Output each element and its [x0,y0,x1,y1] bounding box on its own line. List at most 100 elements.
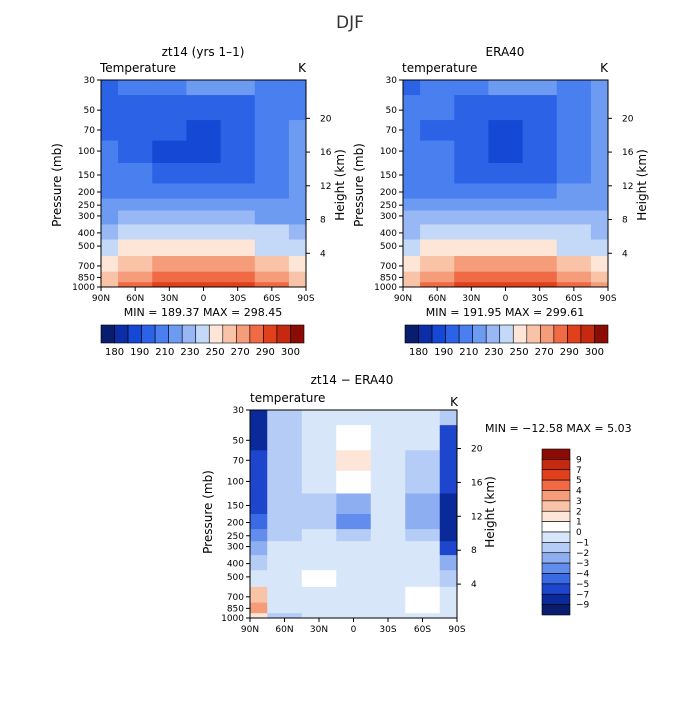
model-cell-11-1 [118,271,153,283]
obs-cell-9-4 [522,239,558,257]
diff-cell-1-6 [439,425,458,451]
obs-xtick-label: 30S [531,294,548,304]
obs-cell-8-1 [420,224,455,240]
model-cell-2-1 [118,120,153,142]
obs-ytick-label: 850 [380,273,397,283]
colorbar-diff-label: 9 [576,455,582,465]
colorbar-obs-label: 250 [510,347,529,358]
obs-cell-1-2 [454,95,489,121]
model-htick-label: 12 [320,182,331,192]
colorbar-obs-label: 180 [409,347,428,358]
diff-cell-2-4 [370,450,406,472]
obs-cell-2-3 [488,120,524,142]
diff-xtick-label: 90N [241,625,259,635]
diff-cell-0-0 [250,410,268,426]
colorbar-obs-swatch [472,324,487,344]
diff-cell-6-5 [405,529,441,542]
obs-cell-8-4 [522,224,558,240]
diff-xtick-label: 30N [310,625,328,635]
diff-cell-10-0 [250,586,268,604]
diff-cell-12-4 [370,613,406,619]
model-cell-0-1 [118,80,153,96]
obs-cell-7-1 [420,210,455,225]
model-cell-0-5 [254,80,290,96]
colorbar-diff-label: −7 [576,590,589,600]
model-cell-2-2 [152,120,187,142]
panel-diff-ylabel-left: Pressure (mb) [201,470,215,554]
model-htick-label: 8 [320,216,326,226]
model-cell-4-0 [101,163,119,184]
model-cell-3-3 [186,140,222,164]
obs-ytick-label: 250 [380,201,397,211]
model-cell-5-0 [101,183,119,200]
model-cell-10-5 [254,256,290,273]
main-title: DJF [336,13,364,33]
obs-cell-11-6 [590,271,609,283]
diff-cell-6-2 [301,529,337,542]
diff-cell-2-5 [405,450,441,472]
diff-htick-label: 8 [471,546,477,556]
colorbar-model-label: 270 [231,347,250,358]
model-ytick-label: 200 [78,188,95,198]
obs-cell-12-5 [556,282,592,288]
diff-cell-9-4 [370,570,406,588]
diff-cell-8-2 [301,555,337,571]
diff-cell-2-6 [439,450,458,472]
obs-cell-6-2 [454,198,489,212]
diff-cell-11-4 [370,602,406,614]
diff-ytick-label: 100 [227,477,244,487]
colorbar-obs-label: 190 [434,347,453,358]
model-cell-1-6 [288,95,307,121]
model-cell-6-3 [186,198,222,212]
diff-cell-3-5 [405,470,441,494]
colorbar-obs-swatch [567,324,582,344]
obs-cell-6-3 [488,198,524,212]
diff-cell-5-2 [301,514,337,530]
obs-cell-11-4 [522,271,558,283]
obs-cell-4-5 [556,163,592,184]
model-cell-8-6 [288,224,307,240]
panel-model-stats: MIN = 189.37 MAX = 298.45 [124,306,282,319]
diff-htick-label: 16 [471,478,483,488]
model-cell-3-6 [288,140,307,164]
diff-xtick-label: 60S [414,625,431,635]
obs-cell-10-4 [522,256,558,273]
panel-diff-plot [250,410,458,619]
colorbar-diff-swatch [541,459,571,471]
model-cell-4-3 [186,163,222,184]
obs-cell-0-3 [488,80,524,96]
diff-cell-9-5 [405,570,441,588]
model-cell-9-5 [254,239,290,257]
colorbar-obs-swatch [580,324,595,344]
diff-cell-4-6 [439,493,458,515]
diff-cell-9-1 [267,570,303,588]
obs-cell-8-5 [556,224,592,240]
colorbar-diff-swatch [541,448,571,460]
model-xtick-label: 90N [92,294,110,304]
colorbar-diff-swatch [541,521,571,533]
model-cell-1-5 [254,95,290,121]
model-cell-0-6 [288,80,307,96]
obs-cell-2-4 [522,120,558,142]
colorbar-obs-label: 300 [585,347,604,358]
colorbar-obs-label: 230 [484,347,503,358]
colorbar-obs-swatch [594,324,609,344]
model-cell-11-0 [101,271,119,283]
diff-cell-1-2 [301,425,337,451]
model-ytick-label: 500 [78,242,95,252]
colorbar-model-label: 210 [155,347,174,358]
obs-cell-0-1 [420,80,455,96]
diff-cell-4-3 [336,493,372,515]
colorbar-model-swatch [141,324,156,344]
obs-ytick-label: 70 [386,126,398,136]
diff-cell-0-1 [267,410,303,426]
panel-obs-plot [403,80,609,288]
colorbar-diff-swatch [541,490,571,502]
diff-cell-6-0 [250,529,268,542]
diff-ytick-label: 400 [227,560,244,570]
diff-cell-3-1 [267,470,303,494]
model-xtick-label: 60N [126,294,144,304]
model-cell-8-0 [101,224,119,240]
obs-cell-7-5 [556,210,592,225]
